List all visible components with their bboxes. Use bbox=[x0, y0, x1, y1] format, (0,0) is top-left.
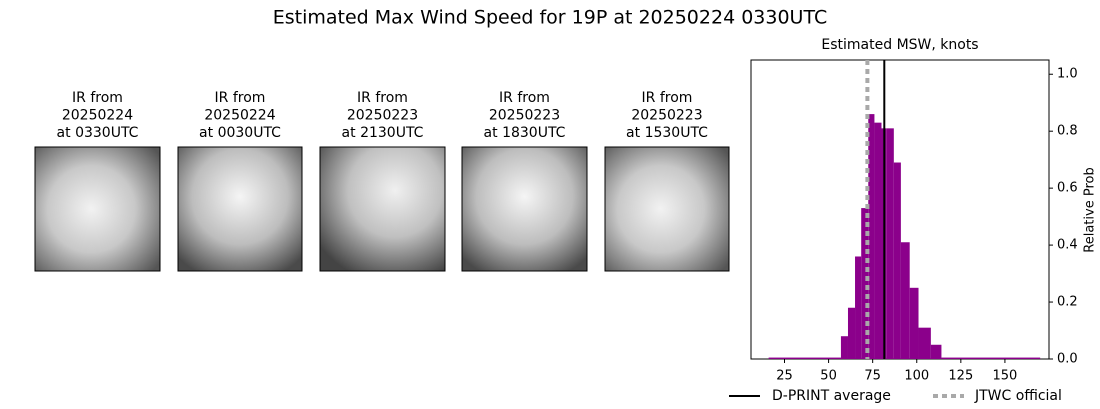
bar bbox=[847, 307, 856, 359]
bar bbox=[855, 256, 862, 359]
panel-caption: IR from bbox=[642, 90, 693, 106]
bar bbox=[900, 242, 910, 359]
bar bbox=[909, 287, 919, 359]
figure-title: Estimated Max Wind Speed for 19P at 2025… bbox=[273, 7, 827, 29]
y-tick-label: 0.2 bbox=[1057, 295, 1078, 310]
panel-caption: 20250224 bbox=[62, 108, 133, 124]
bar bbox=[941, 357, 1041, 359]
panel-caption: at 0330UTC bbox=[57, 125, 139, 141]
ir-image bbox=[34, 146, 161, 272]
bar bbox=[893, 162, 901, 359]
ir-image bbox=[319, 146, 446, 272]
y-tick-label: 0.0 bbox=[1057, 352, 1078, 367]
bar bbox=[918, 327, 931, 359]
bar bbox=[868, 114, 875, 359]
ir-image bbox=[177, 146, 303, 272]
y-axis-label: Relative Prob bbox=[1083, 167, 1098, 252]
y-tick-label: 0.4 bbox=[1057, 238, 1078, 253]
x-tick-label: 150 bbox=[993, 369, 1018, 384]
panel-caption: 20250223 bbox=[631, 108, 702, 124]
y-tick-label: 1.0 bbox=[1057, 67, 1078, 82]
bar bbox=[861, 208, 869, 359]
x-tick-label: 25 bbox=[776, 369, 793, 384]
x-tick-label: 125 bbox=[948, 369, 973, 384]
panel-caption: IR from bbox=[215, 90, 266, 106]
panel-caption: 20250224 bbox=[204, 108, 275, 124]
ir-images bbox=[34, 146, 730, 272]
x-tick-label: 75 bbox=[864, 369, 881, 384]
panel-caption: IR from bbox=[357, 90, 408, 106]
bar bbox=[768, 357, 841, 359]
panel-caption: 20250223 bbox=[489, 108, 560, 124]
panel-caption: at 1830UTC bbox=[484, 125, 566, 141]
bar bbox=[886, 128, 894, 359]
x-tick-label: 100 bbox=[904, 369, 929, 384]
legend-label: D-PRINT average bbox=[772, 388, 891, 404]
y-tick-label: 0.6 bbox=[1057, 181, 1078, 196]
bar bbox=[840, 336, 848, 359]
x-tick-label: 50 bbox=[820, 369, 837, 384]
panel-caption: at 1530UTC bbox=[626, 125, 708, 141]
legend-label: JTWC official bbox=[974, 388, 1062, 404]
panel-caption: at 2130UTC bbox=[342, 125, 424, 141]
bar bbox=[930, 344, 942, 359]
y-tick-label: 0.8 bbox=[1057, 124, 1078, 139]
chart-title: Estimated MSW, knots bbox=[821, 37, 978, 53]
bar bbox=[874, 122, 882, 360]
panel-caption: IR from bbox=[72, 90, 123, 106]
ir-image bbox=[461, 146, 588, 272]
panel-caption: at 0030UTC bbox=[199, 125, 281, 141]
ir-image bbox=[604, 146, 730, 272]
panel-caption: 20250223 bbox=[347, 108, 418, 124]
panel-caption: IR from bbox=[499, 90, 550, 106]
